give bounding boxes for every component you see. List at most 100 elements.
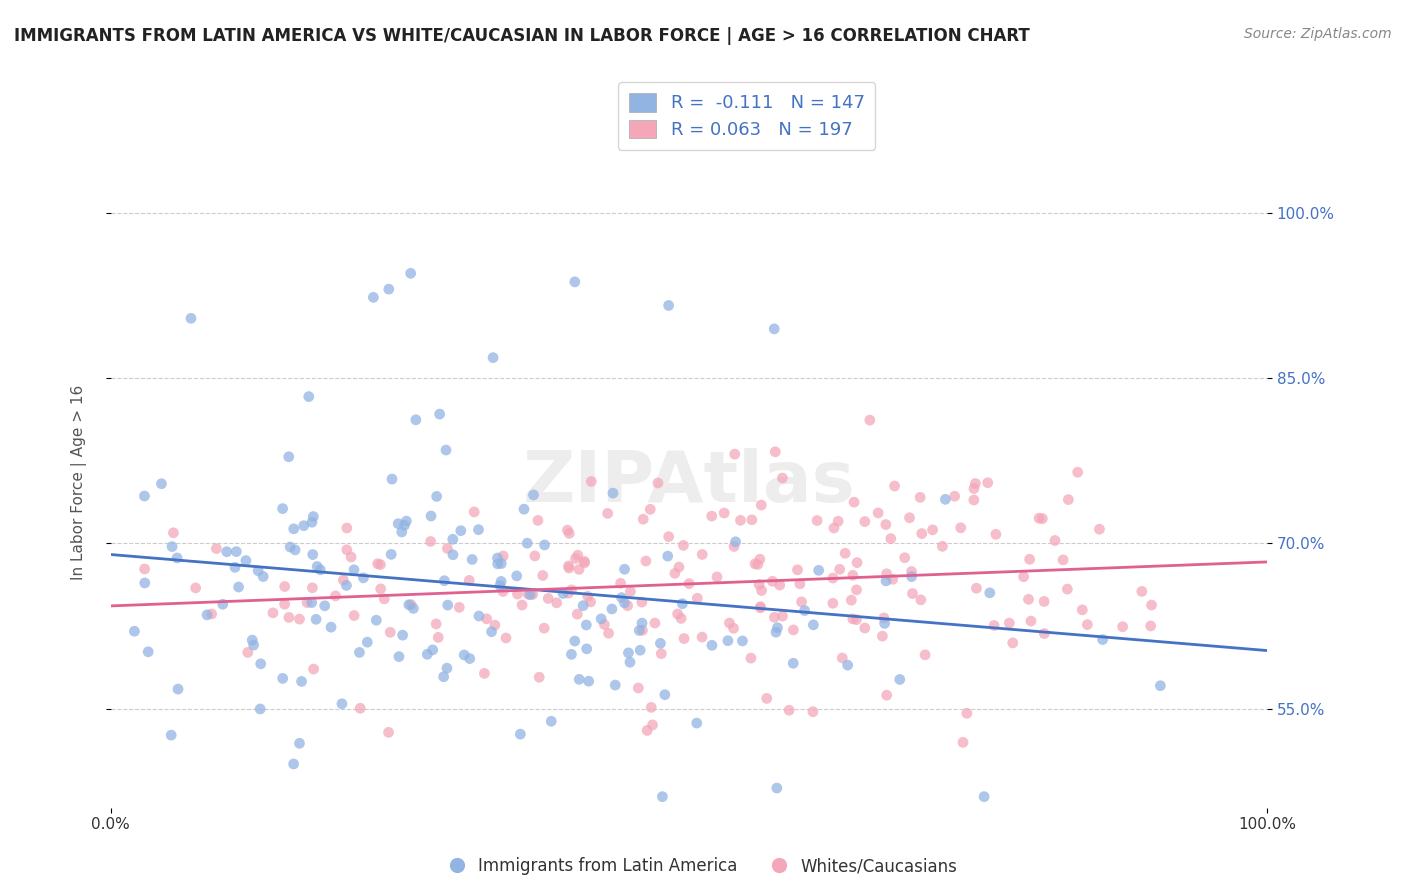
Point [560,648,582,662]
Point [731,634,754,648]
Point [901,586,924,600]
Point [786,563,808,577]
Point [574,554,596,568]
Point [302,662,325,676]
Point [162,525,184,540]
Point [763,610,786,624]
Point [225,544,247,558]
Point [301,515,323,529]
Point [492,549,515,563]
Point [873,616,896,631]
Point [513,502,536,516]
Point [1111,620,1133,634]
Point [634,554,657,568]
Point [564,275,586,289]
Point [298,390,321,404]
Point [387,516,409,531]
Point [461,552,484,566]
Point [489,574,512,589]
Point [984,527,1007,541]
Point [749,600,772,615]
Point [842,568,865,582]
Point [875,574,897,588]
Point [828,562,851,576]
Point [568,673,591,687]
Point [160,540,183,554]
Point [1019,614,1042,628]
Point [277,610,299,624]
Point [627,681,650,695]
Point [806,514,828,528]
Point [965,581,987,595]
Point [617,646,640,660]
Point [842,612,865,626]
Point [283,756,305,771]
Point [564,634,586,648]
Point [557,558,579,573]
Point [395,514,418,528]
Point [921,523,943,537]
Point [853,621,876,635]
Point [343,608,366,623]
Point [678,576,700,591]
Point [416,647,439,661]
Point [458,651,481,665]
Point [596,507,619,521]
Point [349,701,371,715]
Point [402,601,425,615]
Point [271,672,294,686]
Point [557,523,579,537]
Point [963,492,986,507]
Point [273,597,295,611]
Point [900,569,922,583]
Point [224,560,246,574]
Point [658,530,681,544]
Point [690,548,713,562]
Point [631,616,654,631]
Point [763,322,786,336]
Point [631,512,654,526]
Point [533,538,555,552]
Point [553,586,575,600]
Point [486,557,509,571]
Point [160,728,183,742]
Point [723,540,745,554]
Point [669,611,692,625]
Point [527,513,550,527]
Point [872,629,894,643]
Point [349,645,371,659]
Point [336,542,359,557]
Point [481,624,503,639]
Point [467,523,489,537]
Text: Source: ZipAtlas.com: Source: ZipAtlas.com [1244,27,1392,41]
Point [531,568,554,582]
Point [943,489,966,503]
Point [686,716,709,731]
Point [724,447,747,461]
Point [305,612,328,626]
Legend: Immigrants from Latin America, Whites/Caucasians: Immigrants from Latin America, Whites/Ca… [440,849,966,884]
Point [965,476,987,491]
Point [506,587,529,601]
Point [868,506,890,520]
Point [934,492,956,507]
Point [790,595,813,609]
Point [391,524,413,539]
Point [307,559,329,574]
Point [495,631,517,645]
Point [893,550,915,565]
Point [751,583,773,598]
Point [605,678,627,692]
Point [292,518,315,533]
Point [1001,636,1024,650]
Point [593,617,616,632]
Point [600,602,623,616]
Point [789,577,811,591]
Point [486,551,509,566]
Point [180,311,202,326]
Point [489,579,512,593]
Point [242,638,264,652]
Point [557,586,579,600]
Point [522,587,544,601]
Point [271,501,294,516]
